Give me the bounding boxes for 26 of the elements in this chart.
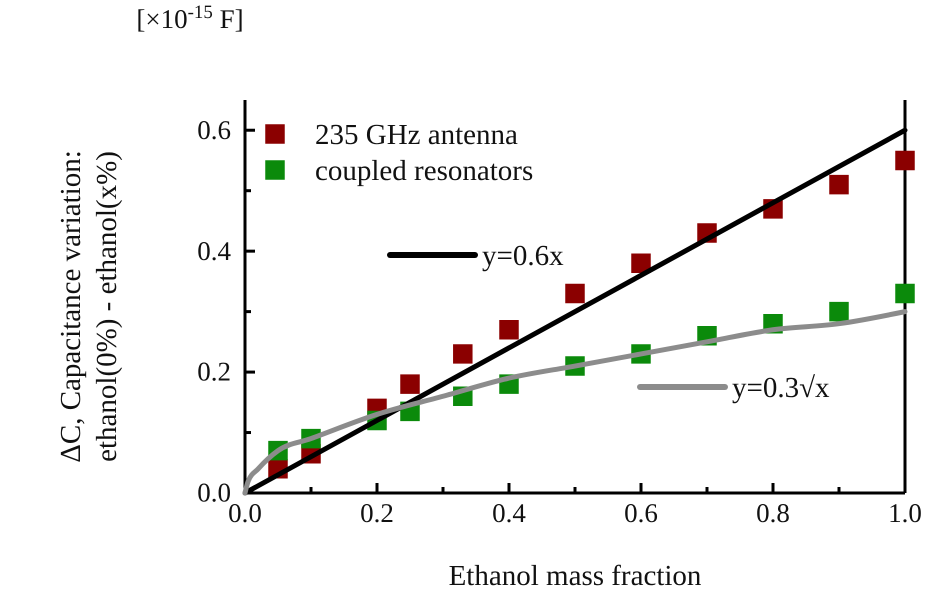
y-axis-title: ΔC, Capacitance variation: ethanol(0%) - ethanol(x%) xyxy=(55,150,123,463)
point xyxy=(631,254,651,273)
point xyxy=(829,302,849,322)
x-tick-label: 0.4 xyxy=(492,498,526,528)
x-tick-label: 0.2 xyxy=(360,498,394,528)
legend-label: coupled resonators xyxy=(315,155,534,187)
y-tick-label: 0.4 xyxy=(197,236,232,266)
point xyxy=(400,374,420,394)
text: [×10$^{-15}$ F] xyxy=(136,2,244,34)
x-tick-label: 0.8 xyxy=(756,498,790,528)
point xyxy=(453,344,473,364)
legend-label: 235 GHz antenna xyxy=(315,119,518,151)
x-tick-label: 0.6 xyxy=(624,498,658,528)
point xyxy=(829,174,849,194)
x-tick-label: 1.0 xyxy=(888,498,922,528)
point xyxy=(895,284,915,304)
point xyxy=(499,320,519,340)
legend-label: y=0.6x xyxy=(482,240,564,272)
y-tick-label: 0.2 xyxy=(197,356,231,387)
y-tick-label: 0.0 xyxy=(197,478,231,508)
y-tick-label: 0.6 xyxy=(197,114,231,145)
legend-label: y=0.3√x xyxy=(732,372,830,404)
x-tick-label: 0.0 xyxy=(228,498,262,528)
point xyxy=(565,284,585,304)
point xyxy=(895,150,915,170)
x-axis-title: Ethanol mass fraction xyxy=(448,560,702,592)
